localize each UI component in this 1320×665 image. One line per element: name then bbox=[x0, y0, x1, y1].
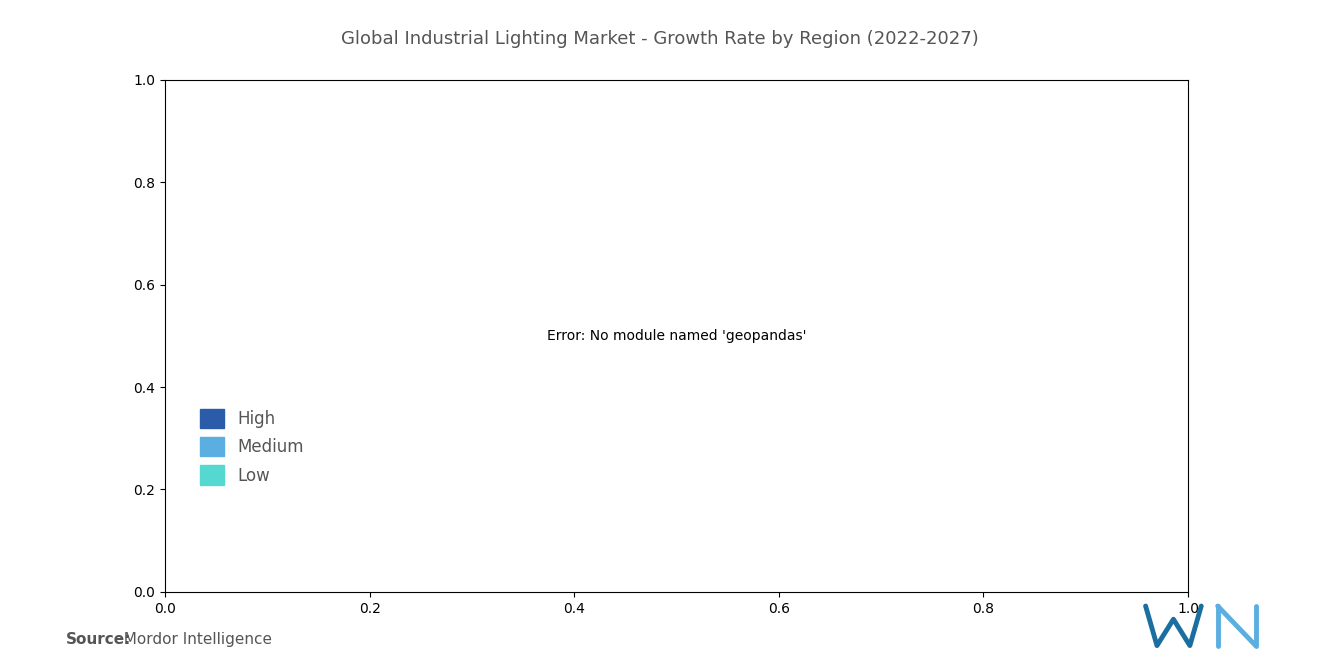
Text: Mordor Intelligence: Mordor Intelligence bbox=[114, 632, 272, 647]
Text: Error: No module named 'geopandas': Error: No module named 'geopandas' bbox=[546, 329, 807, 343]
Text: Source:: Source: bbox=[66, 632, 132, 647]
Legend: High, Medium, Low: High, Medium, Low bbox=[194, 402, 310, 491]
Text: Global Industrial Lighting Market - Growth Rate by Region (2022-2027): Global Industrial Lighting Market - Grow… bbox=[341, 30, 979, 48]
